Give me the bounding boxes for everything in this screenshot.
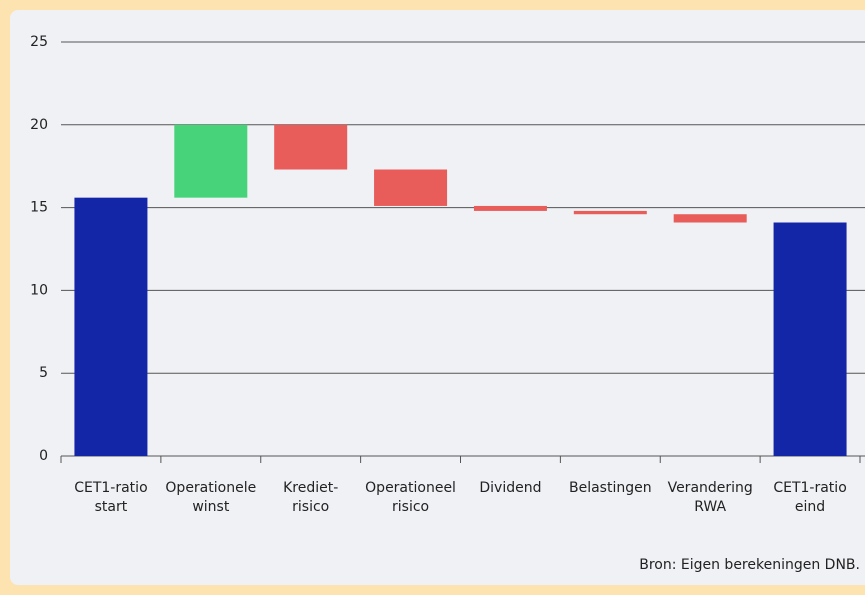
bar — [74, 197, 148, 456]
bar — [174, 124, 248, 198]
x-tick-label: eind — [795, 499, 825, 515]
x-tick-label: Verandering — [668, 480, 753, 496]
bar — [773, 222, 847, 456]
x-tick-label: CET1-ratio — [74, 480, 147, 496]
x-tick-label: start — [95, 499, 128, 515]
y-tick-label: 0 — [39, 448, 48, 464]
bar — [374, 169, 448, 206]
bar — [573, 210, 647, 215]
bar — [473, 205, 547, 211]
bar — [274, 124, 348, 170]
x-tick-label: CET1-ratio — [773, 480, 846, 496]
x-tick-label: Dividend — [479, 480, 541, 496]
x-tick-label: Krediet- — [283, 480, 338, 496]
x-tick-label: risico — [392, 499, 429, 515]
x-tick-label: Belastingen — [569, 480, 652, 496]
bar — [673, 214, 747, 223]
x-tick-label: winst — [192, 499, 230, 515]
y-tick-label: 5 — [39, 365, 48, 381]
y-tick-label: 20 — [30, 117, 48, 133]
x-tick-label: Operationeel — [365, 480, 456, 496]
x-tick-label: RWA — [694, 499, 726, 515]
source-note: Bron: Eigen berekeningen DNB. — [639, 557, 860, 573]
x-tick-label: Operationele — [165, 480, 256, 496]
y-tick-label: 25 — [30, 34, 48, 50]
y-tick-label: 10 — [30, 282, 48, 298]
y-tick-label: 15 — [30, 200, 48, 216]
chart-panel — [10, 10, 865, 585]
x-tick-label: risico — [292, 499, 329, 515]
